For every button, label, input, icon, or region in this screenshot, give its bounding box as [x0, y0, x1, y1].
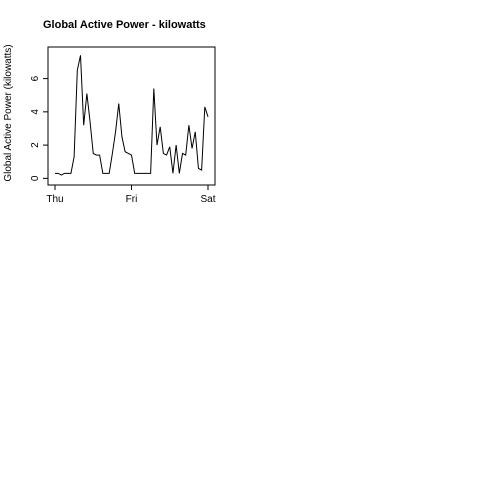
x-tick-label: Sat — [200, 194, 215, 205]
y-tick-label: 2 — [30, 142, 41, 148]
y-axis-label: Global Active Power (kilowatts) — [3, 44, 14, 181]
line-series — [55, 55, 209, 176]
y-tick-label: 4 — [30, 109, 41, 115]
chart-title: Global Active Power - kilowatts — [43, 19, 206, 31]
y-tick-label: 0 — [30, 175, 41, 181]
x-tick-label: Thu — [46, 194, 63, 205]
x-tick-label: Fri — [126, 194, 138, 205]
y-tick-label: 6 — [30, 75, 41, 81]
